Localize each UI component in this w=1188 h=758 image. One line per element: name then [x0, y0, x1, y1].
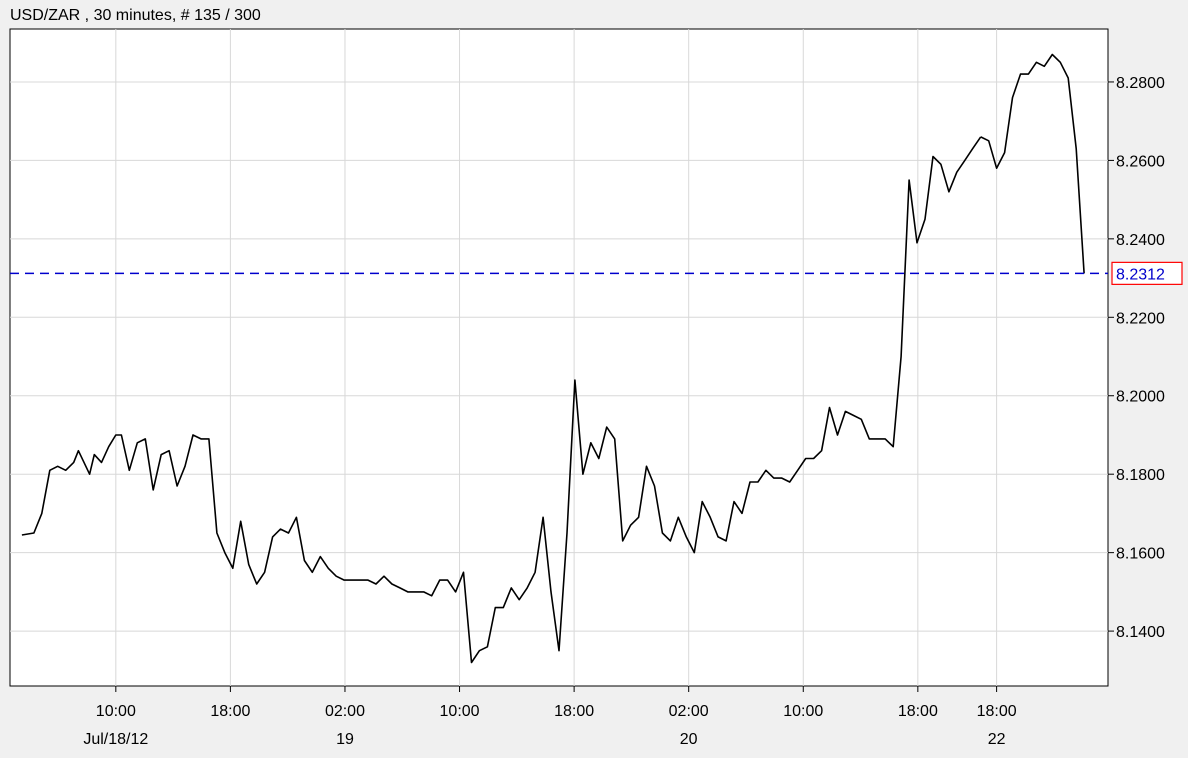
x-tick-time-label: 02:00: [669, 703, 709, 720]
x-tick-time-label: 18:00: [977, 703, 1017, 720]
y-tick-label: 8.2000: [1116, 389, 1165, 406]
chart-title: USD/ZAR , 30 minutes, # 135 / 300: [10, 7, 261, 24]
x-tick-date-label: 20: [680, 731, 698, 748]
price-line: [21, 136, 982, 664]
x-tick-date-label: 22: [988, 731, 1006, 748]
x-tick-time-label: 18:00: [898, 703, 938, 720]
y-tick-label: 8.1800: [1116, 467, 1165, 484]
x-tick-time-label: 10:00: [440, 703, 480, 720]
y-tick-label: 8.2800: [1116, 75, 1165, 92]
current-price-box: [1111, 261, 1183, 285]
current-price: 8.2312: [10, 261, 1183, 285]
x-tick-date-label: 19: [336, 731, 354, 748]
plot-area: [9, 28, 1109, 687]
x-tick-time-label: 10:00: [783, 703, 823, 720]
grid-lines: [10, 29, 1108, 686]
x-tick-date-label: Jul/18/12: [83, 731, 148, 748]
y-tick-label: 8.1400: [1116, 624, 1165, 641]
y-tick-label: 8.2600: [1116, 153, 1165, 170]
x-tick-time-label: 18:00: [554, 703, 594, 720]
y-tick-label: 8.2400: [1116, 232, 1165, 249]
price-series: [21, 53, 1085, 664]
price-line: [980, 53, 1085, 274]
y-axis: 8.1400 8.1600 8.1800 8.2000 8.2200 8.2400 8.26…: [1108, 75, 1165, 641]
x-tick-time-label: 10:00: [96, 703, 136, 720]
y-tick-label: 8.2200: [1116, 310, 1165, 327]
x-axis: 10:00 Jul/18/12 18:00 02:00 19 10:00 18:00 02:0…: [83, 686, 1017, 748]
x-tick-time-label: 02:00: [325, 703, 365, 720]
current-price-label: 8.2312: [1116, 266, 1165, 283]
y-tick-label: 8.1600: [1116, 546, 1165, 563]
x-tick-time-label: 18:00: [210, 703, 250, 720]
